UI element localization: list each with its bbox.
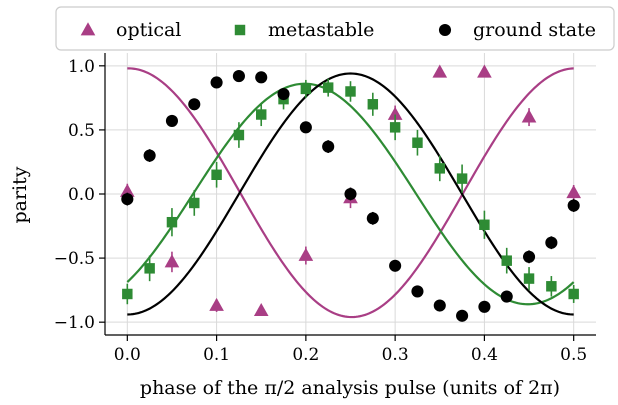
fit-curve (127, 72, 574, 316)
data-points (120, 64, 581, 322)
data-point (256, 109, 267, 120)
legend-marker (438, 23, 452, 37)
x-tick-label: 0.0 (114, 345, 141, 365)
data-point (232, 70, 245, 83)
data-point (344, 187, 357, 201)
data-point (211, 169, 222, 180)
data-point (210, 76, 223, 89)
data-point (277, 87, 290, 101)
data-point (522, 250, 536, 263)
data-point (300, 83, 312, 95)
data-point (121, 193, 134, 206)
ticks: 0.0 0.1 0.2 0.3 0.4 0.5 −1.0 −0.5 0.0 0.5 1.0 (54, 57, 587, 365)
data-point (567, 199, 580, 212)
x-tick-label: 0.5 (560, 345, 587, 365)
data-point (412, 137, 423, 148)
data-point (189, 197, 200, 209)
data-point (144, 263, 155, 274)
data-point (188, 98, 201, 111)
data-point (477, 64, 492, 78)
data-point (456, 173, 468, 184)
data-point (298, 247, 314, 261)
data-point (366, 212, 379, 225)
data-point (255, 71, 268, 84)
y-tick-label: −1.0 (54, 313, 95, 333)
data-point (523, 273, 535, 284)
data-point (500, 290, 513, 303)
data-point (566, 185, 581, 199)
fit-curves (126, 67, 575, 319)
data-point (433, 299, 446, 312)
x-tick-label: 0.3 (382, 345, 409, 365)
data-point (521, 109, 537, 123)
fit-curve (126, 82, 575, 306)
legend-marker (234, 24, 246, 36)
data-point (568, 288, 579, 300)
data-point (165, 114, 179, 127)
legend-label: optical (116, 19, 181, 41)
legend-label: metastable (268, 19, 374, 41)
data-point (432, 64, 448, 78)
data-point (233, 129, 245, 141)
x-tick-label: 0.1 (203, 345, 230, 365)
data-point (322, 140, 335, 153)
data-point (209, 297, 224, 311)
data-point (164, 254, 180, 268)
data-point (501, 255, 512, 266)
y-axis-label: parity (9, 166, 31, 223)
y-tick-label: 0.5 (68, 121, 95, 141)
legend-frame (55, 6, 615, 51)
data-point (478, 300, 491, 313)
data-point (345, 86, 356, 97)
fit-curve (127, 67, 574, 319)
data-point (389, 122, 401, 133)
legend-marker (80, 22, 96, 36)
data-point (120, 183, 135, 197)
data-point (253, 302, 269, 317)
y-tick-label: 1.0 (68, 57, 95, 77)
data-point (434, 163, 445, 174)
data-point (122, 288, 133, 300)
data-point (143, 149, 156, 162)
data-point (166, 216, 178, 228)
x-tick-label: 0.4 (471, 345, 498, 365)
legend: optical metastable ground state (55, 6, 615, 51)
data-point (387, 106, 403, 120)
y-tick-label: 0.0 (68, 185, 95, 205)
data-point (456, 309, 469, 322)
data-point (322, 82, 334, 93)
data-point (411, 285, 424, 298)
data-point (367, 99, 379, 110)
data-point (546, 281, 557, 292)
data-point (299, 121, 312, 134)
data-point (389, 259, 402, 272)
x-axis-label: phase of the π/2 analysis pulse (units o… (140, 377, 560, 399)
y-tick-label: −0.5 (54, 249, 95, 269)
x-tick-label: 0.2 (292, 345, 319, 365)
data-point (479, 219, 490, 230)
legend-label: ground state (473, 19, 596, 41)
data-point (545, 236, 558, 249)
